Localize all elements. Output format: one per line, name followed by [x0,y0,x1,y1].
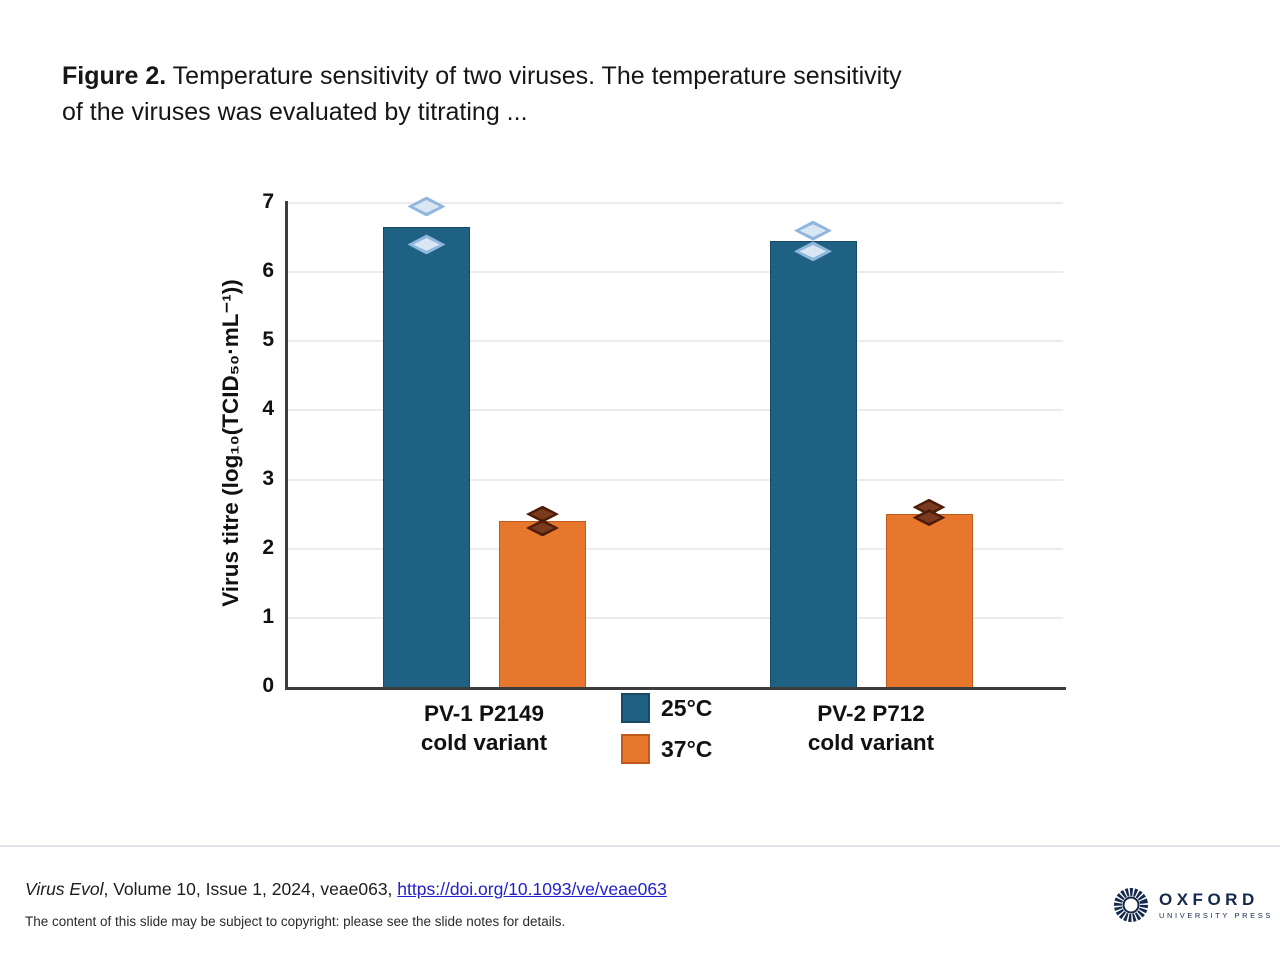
x-axis-line [285,687,1066,690]
y-axis-line [285,201,288,687]
copyright-note: The content of this slide may be subject… [25,914,566,929]
data-point-diamond [526,505,559,523]
legend-swatch-25c [621,693,650,723]
oxford-emblem-icon [1114,888,1148,922]
y-tick-label-1: 1 [262,604,274,628]
publisher-subtitle: UNIVERSITY PRESS [1159,910,1273,920]
data-point-diamond-fill [530,522,555,534]
legend-item-25c: 25°C [621,693,712,723]
data-point-diamond [794,220,832,241]
doi-link[interactable]: https://doi.org/10.1093/ve/veae063 [397,879,667,899]
category-label-pv1: PV-1 P2149 cold variant [420,701,548,755]
chart-legend: 25°C 37°C [621,693,712,775]
bar-group1-25°C [769,241,857,687]
gridline-y3 [288,478,1063,481]
data-point-diamond-fill [917,512,941,524]
journal-name: Virus Evol [25,879,104,899]
data-point-diamond [912,498,946,516]
oup-logo: OXFORD UNIVERSITY PRESS [1112,886,1273,924]
data-point-diamond-fill [413,200,440,213]
data-point-diamond [912,509,946,527]
figure-label: Figure 2. [62,62,167,90]
data-point-diamond-fill [799,244,827,258]
gridline-y1 [288,616,1063,619]
gridline-y6 [288,271,1063,274]
y-tick-label-5: 5 [262,328,274,352]
data-point-diamond [794,241,832,262]
gridline-y4 [288,409,1063,412]
y-tick-label-3: 3 [262,466,274,490]
data-point-diamond-fill [530,508,555,520]
y-tick-label-2: 2 [262,535,274,559]
legend-swatch-37c [621,734,650,764]
category-label-pv2: PV-2 P712 cold variant [807,701,935,755]
gridline-y2 [288,547,1063,550]
y-tick-label-7: 7 [262,190,274,213]
bar-group0-25°C [383,227,470,687]
publisher-name: OXFORD [1159,889,1259,909]
data-point-diamond-fill [799,224,827,238]
data-point-diamond-fill [413,238,440,251]
footer-divider [0,845,1280,847]
legend-label-25c: 25°C [661,694,713,721]
y-tick-label-4: 4 [262,397,274,421]
y-tick-label-0: 0 [262,674,274,697]
gridline-y5 [288,340,1063,343]
data-point-diamond [526,519,559,537]
figure-caption: Figure 2. Temperature sensitivity of two… [62,58,922,130]
citation-line: Virus Evol, Volume 10, Issue 1, 2024, ve… [25,879,667,900]
oup-logo-text: OXFORD UNIVERSITY PRESS [1159,889,1273,920]
bar-group0-37°C [499,521,586,687]
data-point-diamond-fill [917,501,941,513]
gridline-y7 [288,202,1063,204]
y-tick-label-6: 6 [262,259,274,283]
bar-group1-37°C [885,514,973,687]
data-point-diamond [407,234,446,255]
citation-text: , Volume 10, Issue 1, 2024, veae063, [103,879,398,899]
figure-caption-text: Temperature sensitivity of two viruses. … [62,62,902,126]
legend-label-37c: 37°C [661,735,713,762]
data-point-diamond [407,196,446,217]
legend-item-37c: 37°C [621,734,712,764]
